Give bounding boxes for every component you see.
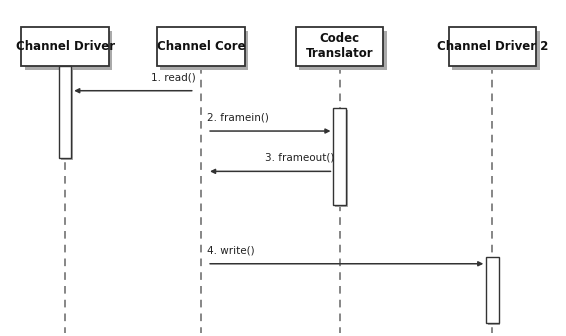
Text: Channel Driver 2: Channel Driver 2 [437,40,548,53]
Text: 4. write(): 4. write() [207,245,254,255]
Text: 2. framein(): 2. framein() [207,113,268,123]
Bar [333,108,346,205]
Bar [299,31,387,70]
Text: Codec
Translator: Codec Translator [306,32,374,60]
Bar [22,27,109,66]
Text: Channel Core: Channel Core [157,40,245,53]
Bar [161,31,248,70]
Bar [157,27,245,66]
Bar [486,257,499,323]
Text: 1. read(): 1. read() [151,72,195,82]
Bar [448,27,537,66]
Bar [295,27,384,66]
Bar [61,68,73,160]
Bar [452,31,540,70]
Text: Channel Driver: Channel Driver [15,40,115,53]
Bar [488,259,500,325]
Bar [25,31,112,70]
Bar [59,66,71,158]
Text: 3. frameout(): 3. frameout() [264,153,334,163]
Bar [335,110,348,207]
